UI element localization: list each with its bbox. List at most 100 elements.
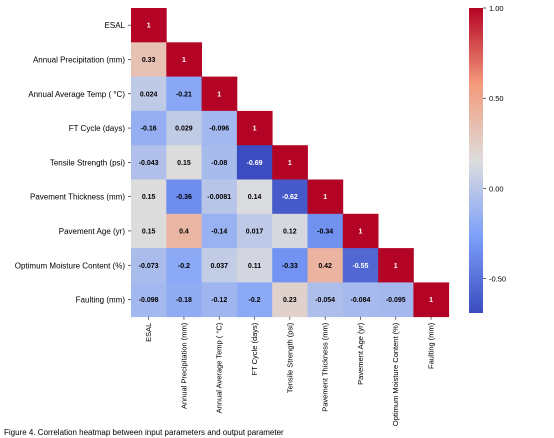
cell-value-label: 1 (429, 297, 433, 304)
cell-value-label: 0.15 (142, 194, 156, 201)
heatmap-cell-5-3 (236, 179, 273, 215)
heatmap-cell-0-0 (131, 8, 167, 43)
heatmap-cell-2-2 (201, 76, 238, 112)
heatmap-cell-7-6 (342, 248, 379, 283)
heatmap-cell-4-1 (166, 145, 202, 180)
cell-value-label: -0.096 (209, 126, 229, 133)
cell-value-label: 1 (358, 228, 362, 235)
cell-value-label: 0.024 (140, 91, 158, 98)
heatmap-cell-5-2 (201, 179, 238, 215)
heatmap-cell-8-3 (236, 282, 273, 318)
column-label-tensile-strength-psi: Tensile Strength (psi) (285, 322, 294, 393)
column-label-annual-precipitation-mm: Annual Precipitation (mm) (179, 322, 188, 409)
heatmap-cell-2-0 (131, 76, 167, 112)
heatmap-cell-6-2 (201, 213, 238, 249)
row-label-faulting-mm: Faulting (mm) (76, 296, 126, 305)
heatmap-cell-8-5 (307, 282, 344, 318)
column-label-faulting-mm: Faulting (mm) (427, 322, 436, 369)
colorbar: 1.00 0.50 0.00 -0.50 (469, 4, 506, 313)
heatmap-cell-2-1 (166, 76, 202, 112)
heatmap-cell-6-6 (342, 213, 379, 249)
cell-value-label: 0.15 (177, 160, 191, 167)
cell-value-label: 1 (147, 23, 151, 30)
cell-value-label: -0.043 (139, 160, 159, 167)
cell-value-label: 0.23 (283, 297, 297, 304)
heatmap-cell-8-4 (272, 282, 308, 318)
row-label-annual-average-temp-c: Annual Average Temp ( °C) (28, 90, 125, 99)
heatmap-cells: 10.33 10.024 -0.21 1-0.16 0.029 -0.096 1-0.043… (131, 8, 450, 318)
cell-value-label: 1 (253, 126, 257, 133)
cell-value-label: -0.55 (352, 263, 368, 270)
heatmap-cell-8-1 (166, 282, 202, 318)
heatmap-cell-1-1 (166, 42, 202, 77)
row-label-pavement-thickness-mm: Pavement Thickness (mm) (30, 193, 125, 202)
heatmap-cell-4-2 (201, 145, 238, 180)
cell-value-label: -0.095 (386, 297, 406, 304)
colorbar-tick-label: 1.00 (489, 4, 504, 13)
heatmap-cell-7-5 (307, 248, 344, 283)
colorbar-tick-label: 0.00 (489, 184, 504, 193)
figure-caption: Figure 4. Correlation heatmap between in… (4, 428, 284, 437)
cell-value-label: 1 (394, 263, 398, 270)
heatmap-cell-8-0 (131, 282, 167, 318)
heatmap-cell-7-3 (236, 248, 273, 283)
heatmap-cell-5-4 (272, 179, 308, 215)
cell-value-label: -0.36 (176, 194, 192, 201)
column-label-annual-average-temp-c: Annual Average Temp ( °C) (215, 322, 224, 413)
heatmap-cell-4-3 (236, 145, 273, 180)
heatmap-cell-6-0 (131, 213, 167, 249)
cell-value-label: -0.18 (176, 297, 192, 304)
cell-value-label: -0.21 (176, 91, 192, 98)
heatmap-cell-3-1 (166, 110, 202, 146)
cell-value-label: 0.11 (248, 263, 261, 270)
heatmap-cell-7-0 (131, 248, 167, 283)
cell-value-label: 0.33 (142, 57, 156, 64)
cell-value-label: -0.073 (139, 263, 159, 270)
cell-value-label: -0.084 (351, 297, 371, 304)
cell-value-label: 1 (323, 194, 327, 201)
cell-value-label: 0.15 (142, 228, 156, 235)
cell-value-label: -0.2 (249, 297, 261, 304)
row-label-pavement-age-yr: Pavement Age (yr) (59, 227, 126, 236)
heatmap-cell-8-2 (201, 282, 238, 318)
cell-value-label: 0.4 (179, 228, 189, 235)
row-label-ft-cycle-days: FT Cycle (days) (69, 124, 126, 133)
cell-value-label: -0.0081 (207, 194, 231, 201)
cell-value-label: 1 (288, 160, 292, 167)
cell-value-label: -0.12 (211, 297, 227, 304)
heatmap-cell-5-1 (166, 179, 202, 215)
cell-value-label: -0.08 (211, 160, 227, 167)
cell-value-label: -0.2 (178, 263, 190, 270)
cell-value-label: -0.098 (139, 297, 159, 304)
column-label-pavement-age-yr: Pavement Age (yr) (356, 322, 365, 385)
column-label-esal: ESAL (144, 323, 153, 342)
heatmap-cell-3-3 (236, 110, 273, 146)
heatmap-cell-5-0 (131, 179, 167, 215)
heatmap-cell-6-5 (307, 213, 344, 249)
heatmap-cell-7-1 (166, 248, 202, 283)
row-label-tensile-strength-psi: Tensile Strength (psi) (50, 158, 125, 167)
heatmap-cell-6-1 (166, 213, 202, 249)
heatmap-cell-8-6 (342, 282, 379, 318)
heatmap-cell-6-3 (236, 213, 273, 249)
cell-value-label: 1 (182, 57, 186, 64)
heatmap-cell-8-8 (413, 282, 450, 318)
heatmap-cell-7-2 (201, 248, 238, 283)
column-label-ft-cycle-days: FT Cycle (days) (250, 322, 259, 375)
heatmap-cell-6-4 (272, 213, 308, 249)
heatmap-cell-4-0 (131, 145, 167, 180)
cell-value-label: -0.33 (282, 263, 298, 270)
heatmap-cell-7-4 (272, 248, 308, 283)
column-labels: ESAL Annual Precipitation (mm) Annual Aver… (144, 316, 436, 426)
row-labels: ESAL Annual Precipitation (mm) Annual Aver… (15, 21, 131, 305)
cell-value-label: -0.34 (317, 228, 333, 235)
colorbar-tick-label: 0.50 (489, 94, 504, 103)
cell-value-label: 0.12 (283, 228, 297, 235)
cell-value-label: -0.62 (282, 194, 298, 201)
column-label-optimum-moisture-content: Optimum Moisture Content (%) (391, 322, 400, 426)
heatmap-cell-7-7 (378, 248, 414, 283)
heatmap-cell-3-2 (201, 110, 238, 146)
cell-value-label: 1 (217, 91, 221, 98)
colorbar-tick-label: -0.50 (489, 275, 506, 284)
